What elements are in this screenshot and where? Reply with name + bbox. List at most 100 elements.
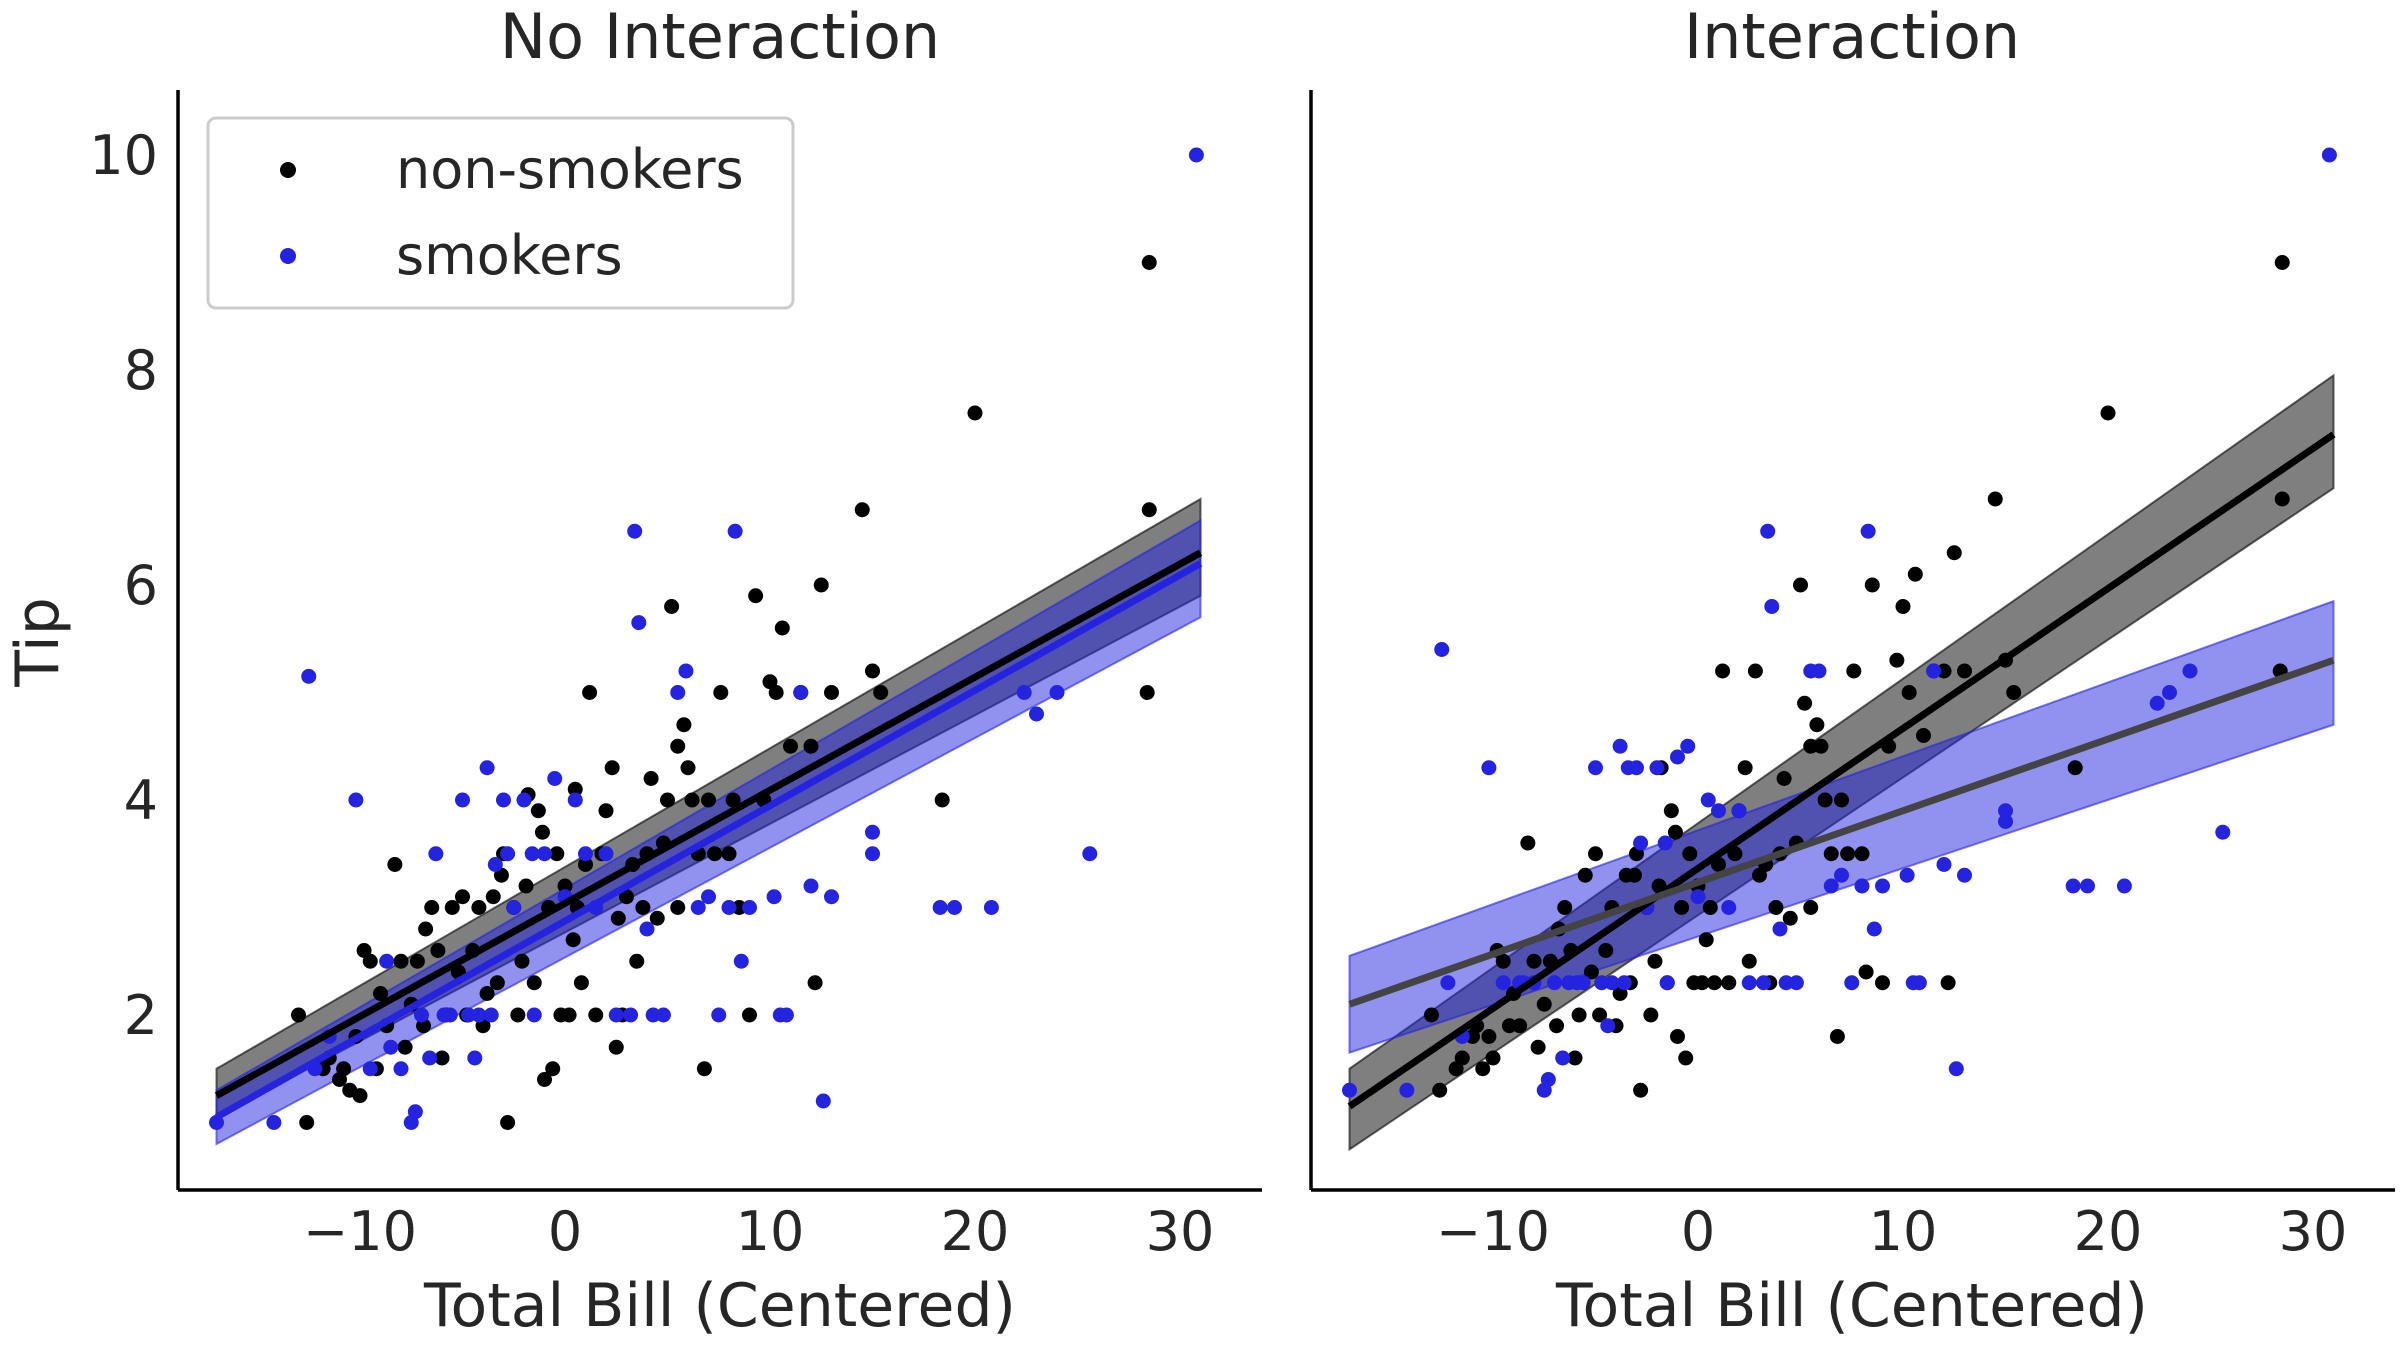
point-non-smokers bbox=[1141, 255, 1157, 270]
point-non-smokers bbox=[537, 1072, 552, 1087]
point-non-smokers bbox=[696, 1061, 712, 1077]
point-non-smokers bbox=[565, 932, 581, 948]
point-smokers bbox=[467, 1050, 483, 1066]
point-smokers bbox=[414, 1007, 429, 1023]
point-smokers bbox=[1029, 706, 1044, 722]
y-tick-label: 2 bbox=[124, 984, 158, 1047]
point-smokers bbox=[516, 792, 532, 808]
point-non-smokers bbox=[510, 1007, 526, 1023]
point-smokers bbox=[1690, 889, 1706, 905]
point-non-smokers bbox=[967, 405, 983, 421]
point-non-smokers bbox=[635, 900, 651, 915]
point-smokers bbox=[1540, 1072, 1556, 1087]
point-non-smokers bbox=[664, 599, 680, 614]
y-tick-label: 10 bbox=[89, 124, 158, 187]
panel-title: No Interaction bbox=[500, 0, 940, 73]
point-smokers bbox=[2162, 685, 2177, 700]
point-smokers bbox=[1860, 523, 1876, 539]
point-smokers bbox=[2215, 824, 2231, 840]
point-non-smokers bbox=[299, 1115, 315, 1130]
point-non-smokers bbox=[1567, 1050, 1583, 1066]
scatter-points bbox=[209, 147, 1204, 1130]
point-non-smokers bbox=[444, 900, 460, 915]
point-smokers bbox=[1670, 749, 1685, 765]
point-non-smokers bbox=[1946, 545, 1962, 561]
point-non-smokers bbox=[1485, 1050, 1501, 1066]
point-smokers bbox=[1616, 975, 1632, 991]
point-smokers bbox=[547, 771, 563, 786]
legend-marker-non-smokers bbox=[280, 162, 296, 178]
point-smokers bbox=[1016, 685, 1032, 700]
legend-frame bbox=[206, 116, 795, 310]
point-non-smokers bbox=[604, 760, 620, 776]
point-smokers bbox=[2182, 663, 2198, 679]
point-smokers bbox=[1926, 663, 1942, 679]
point-non-smokers bbox=[557, 878, 573, 894]
point-non-smokers bbox=[2274, 491, 2290, 507]
fit-line-non-smokers bbox=[1347, 431, 2336, 1110]
point-non-smokers bbox=[813, 577, 829, 593]
fit-lines bbox=[1347, 431, 2336, 1110]
point-non-smokers bbox=[1829, 1029, 1845, 1044]
x-tick-label: 20 bbox=[2074, 1200, 2143, 1263]
point-smokers bbox=[1495, 975, 1511, 991]
point-non-smokers bbox=[1875, 975, 1890, 991]
point-non-smokers bbox=[1674, 900, 1690, 915]
point-non-smokers bbox=[530, 803, 546, 819]
point-non-smokers bbox=[598, 803, 614, 819]
point-non-smokers bbox=[854, 502, 870, 518]
point-smokers bbox=[623, 1007, 639, 1023]
point-smokers bbox=[407, 1104, 423, 1120]
point-smokers bbox=[824, 889, 839, 905]
point-smokers bbox=[1772, 921, 1788, 937]
point-smokers bbox=[742, 900, 757, 915]
point-non-smokers bbox=[1475, 1061, 1491, 1077]
point-non-smokers bbox=[1592, 1007, 1608, 1023]
point-non-smokers bbox=[783, 738, 798, 754]
y-tick-label: 4 bbox=[124, 769, 158, 832]
point-non-smokers bbox=[578, 857, 593, 872]
point-non-smokers bbox=[2274, 255, 2290, 270]
x-tick-label: −10 bbox=[303, 1200, 417, 1263]
point-non-smokers bbox=[1706, 975, 1722, 991]
point-non-smokers bbox=[549, 846, 565, 862]
point-smokers bbox=[1778, 975, 1794, 991]
point-non-smokers bbox=[588, 1007, 604, 1023]
point-non-smokers bbox=[1557, 900, 1573, 915]
point-non-smokers bbox=[768, 685, 784, 700]
point-non-smokers bbox=[1901, 685, 1917, 700]
point-smokers bbox=[1756, 975, 1772, 991]
point-non-smokers bbox=[701, 792, 716, 808]
point-non-smokers bbox=[1571, 1007, 1587, 1023]
point-smokers bbox=[379, 953, 395, 969]
point-smokers bbox=[1834, 867, 1849, 883]
point-non-smokers bbox=[1823, 846, 1839, 862]
point-non-smokers bbox=[409, 953, 425, 969]
point-non-smokers bbox=[561, 1007, 577, 1023]
point-smokers bbox=[1588, 760, 1603, 776]
point-smokers bbox=[461, 1007, 477, 1023]
point-non-smokers bbox=[1858, 964, 1874, 980]
point-smokers bbox=[1948, 1061, 1964, 1077]
point-non-smokers bbox=[434, 1050, 450, 1066]
x-tick-labels: −10 0 10 20 30 bbox=[303, 1200, 1214, 1263]
point-smokers bbox=[1594, 975, 1610, 991]
point-smokers bbox=[479, 760, 495, 776]
point-smokers bbox=[362, 1061, 378, 1077]
point-smokers bbox=[2080, 878, 2095, 894]
point-smokers bbox=[1440, 975, 1456, 991]
point-non-smokers bbox=[2006, 685, 2022, 700]
point-non-smokers bbox=[573, 975, 589, 991]
point-non-smokers bbox=[1520, 835, 1536, 851]
point-non-smokers bbox=[1817, 792, 1833, 808]
point-non-smokers bbox=[649, 910, 665, 926]
point-smokers bbox=[1633, 835, 1649, 851]
point-non-smokers bbox=[865, 663, 880, 679]
point-non-smokers bbox=[1854, 846, 1870, 862]
point-smokers bbox=[496, 792, 511, 808]
point-smokers bbox=[598, 846, 614, 862]
point-smokers bbox=[1659, 975, 1675, 991]
point-smokers bbox=[1049, 685, 1065, 700]
x-tick-label: −10 bbox=[1436, 1200, 1550, 1263]
